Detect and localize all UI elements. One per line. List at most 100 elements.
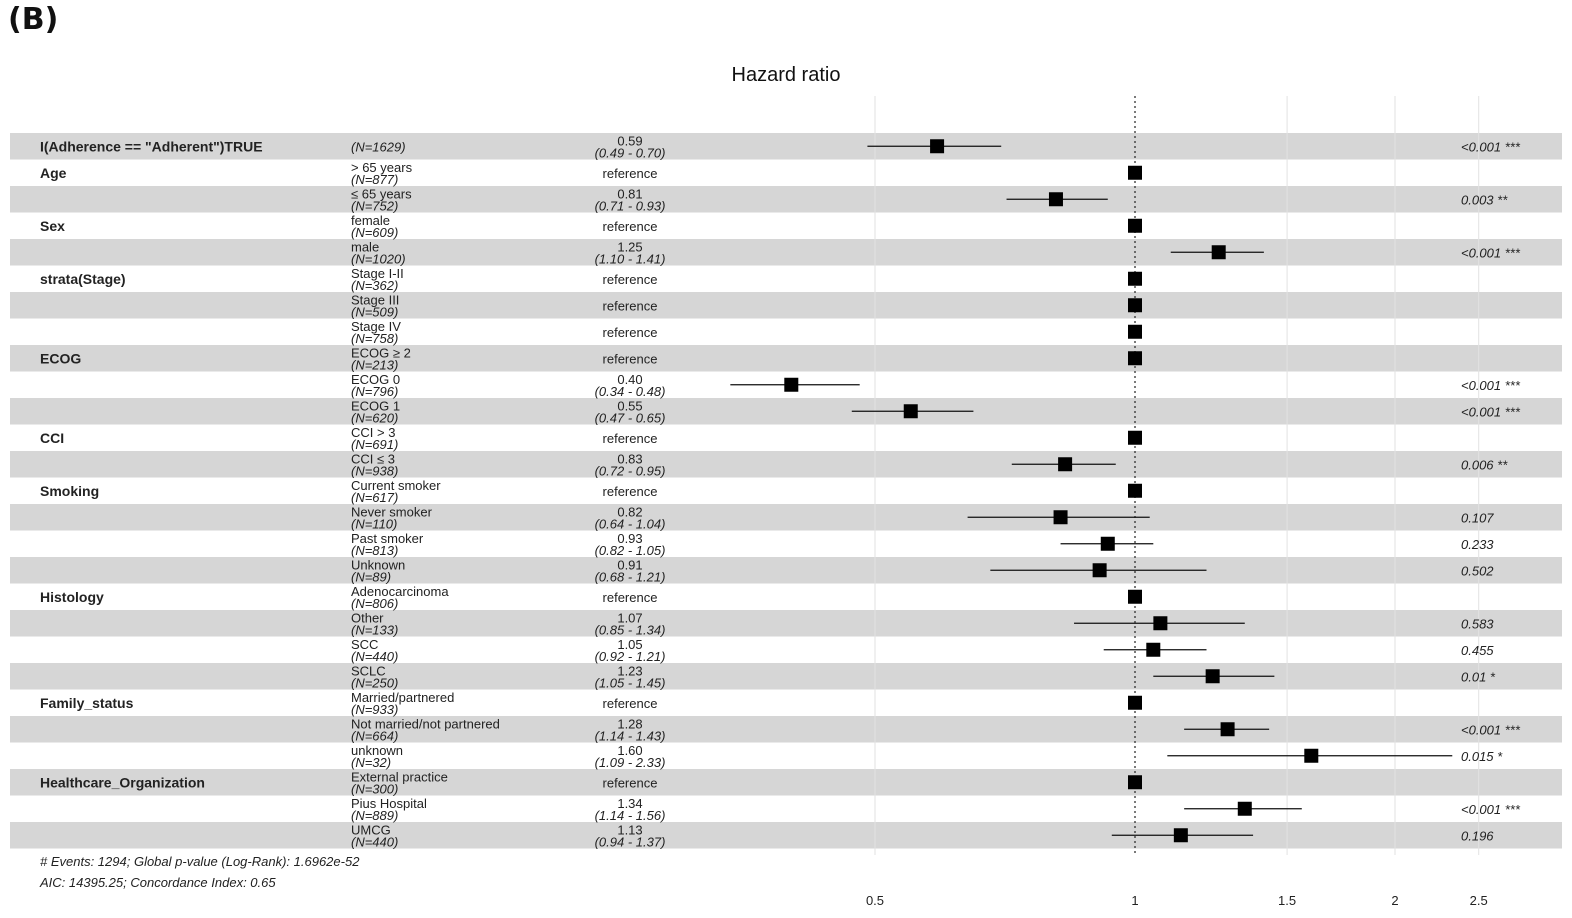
hr-point	[1211, 245, 1226, 260]
n-label: (N=509)	[351, 304, 398, 319]
variable-label: Healthcare_Organization	[40, 774, 205, 790]
estimate-label: 0.59	[617, 133, 642, 148]
variable-label: ECOG	[40, 350, 81, 366]
row-band	[10, 504, 1562, 531]
chart-title: Hazard ratio	[731, 64, 841, 86]
n-label: (N=796)	[351, 384, 398, 399]
ci-label: (1.05 - 1.45)	[595, 675, 666, 690]
variable-label: CCI	[40, 430, 64, 446]
hr-point	[1128, 324, 1142, 339]
level-label: SCLC	[351, 663, 386, 678]
hr-point	[1128, 695, 1142, 710]
estimate-label: 1.23	[617, 663, 642, 678]
row-band	[10, 292, 1562, 319]
row-band	[10, 769, 1562, 796]
n-label: (N=440)	[351, 834, 398, 849]
hr-point	[1092, 563, 1107, 578]
level-label: ECOG 1	[351, 398, 400, 413]
estimate-label: 1.28	[617, 716, 642, 731]
level-label: Stage IV	[351, 319, 401, 334]
p-value-label: 0.003 **	[1461, 192, 1508, 207]
row-band	[10, 186, 1562, 213]
hr-point	[1058, 457, 1073, 472]
ci-label: (0.71 - 0.93)	[595, 198, 666, 213]
hr-point	[1146, 642, 1161, 657]
estimate-label: 1.13	[617, 822, 642, 837]
n-label: (N=133)	[351, 622, 398, 637]
row-band	[10, 822, 1562, 849]
level-label: female	[351, 213, 390, 228]
p-value-label: <0.001 ***	[1461, 404, 1521, 419]
n-label: (N=933)	[351, 702, 398, 717]
estimate-label: reference	[603, 696, 658, 711]
n-label: (N=758)	[351, 331, 398, 346]
estimate-label: 1.25	[617, 239, 642, 254]
hr-point	[1053, 510, 1068, 525]
level-label: ECOG 0	[351, 372, 400, 387]
x-tick-label: 1.5	[1278, 893, 1296, 908]
n-label: (N=806)	[351, 596, 398, 611]
ci-label: (0.34 - 0.48)	[595, 384, 666, 399]
ci-label: (1.14 - 1.43)	[595, 728, 666, 743]
p-value-label: 0.233	[1461, 537, 1494, 552]
n-label: (N=664)	[351, 728, 398, 743]
p-value-label: 0.583	[1461, 616, 1494, 631]
n-label: (N=938)	[351, 463, 398, 478]
x-tick-label: 2	[1391, 893, 1398, 908]
p-value-label: <0.001 ***	[1461, 245, 1521, 260]
level-label: Unknown	[351, 557, 405, 572]
ci-label: (0.47 - 0.65)	[595, 410, 666, 425]
ci-label: (0.82 - 1.05)	[595, 543, 666, 558]
ci-label: (0.92 - 1.21)	[595, 649, 666, 664]
n-label: (N=877)	[351, 172, 398, 187]
n-label: (N=609)	[351, 225, 398, 240]
p-value-label: <0.001 ***	[1461, 378, 1521, 393]
level-label: CCI ≤ 3	[351, 451, 395, 466]
hr-point	[1128, 589, 1142, 604]
hr-point	[1128, 430, 1142, 445]
n-label: (N=440)	[351, 649, 398, 664]
p-value-label: 0.196	[1461, 828, 1494, 843]
p-value-label: 0.01 *	[1461, 669, 1496, 684]
n-label: (N=617)	[351, 490, 398, 505]
hr-point	[1237, 801, 1252, 816]
estimate-label: 0.81	[617, 186, 642, 201]
estimate-label: 0.82	[617, 504, 642, 519]
n-label: (N=32)	[351, 755, 391, 770]
row-band	[10, 398, 1562, 425]
p-value-label: 0.006 **	[1461, 457, 1508, 472]
n-label: (N=813)	[351, 543, 398, 558]
hr-point	[1153, 616, 1168, 631]
estimate-label: 0.83	[617, 451, 642, 466]
hr-point	[930, 139, 945, 154]
ci-label: (0.85 - 1.34)	[595, 622, 666, 637]
panel-label: (B)	[8, 2, 59, 37]
level-label: External practice	[351, 769, 448, 784]
estimate-label: 1.07	[617, 610, 642, 625]
level-label: Past smoker	[351, 531, 424, 546]
p-value-label: <0.001 ***	[1461, 139, 1521, 154]
estimate-label: 0.93	[617, 531, 642, 546]
estimate-label: reference	[603, 351, 658, 366]
estimate-label: reference	[603, 298, 658, 313]
hr-point	[1128, 351, 1142, 366]
level-label: ≤ 65 years	[351, 186, 412, 201]
p-value-label: <0.001 ***	[1461, 722, 1521, 737]
variable-label: strata(Stage)	[40, 271, 126, 287]
n-label: (N=752)	[351, 198, 398, 213]
variable-label: Family_status	[40, 695, 134, 711]
n-label: (N=89)	[351, 569, 391, 584]
row-band	[10, 557, 1562, 584]
level-label: Not married/not partnered	[351, 716, 500, 731]
level-label: Pius Hospital	[351, 796, 427, 811]
p-value-label: 0.107	[1461, 510, 1494, 525]
hr-point	[1220, 722, 1235, 737]
estimate-label: 0.91	[617, 557, 642, 572]
estimate-label: reference	[603, 775, 658, 790]
estimate-label: reference	[603, 219, 658, 234]
p-value-label: 0.015 *	[1461, 749, 1503, 764]
level-label: Married/partnered	[351, 690, 454, 705]
p-value-label: <0.001 ***	[1461, 802, 1521, 817]
hr-point	[1128, 298, 1142, 313]
hr-point	[1128, 483, 1142, 498]
